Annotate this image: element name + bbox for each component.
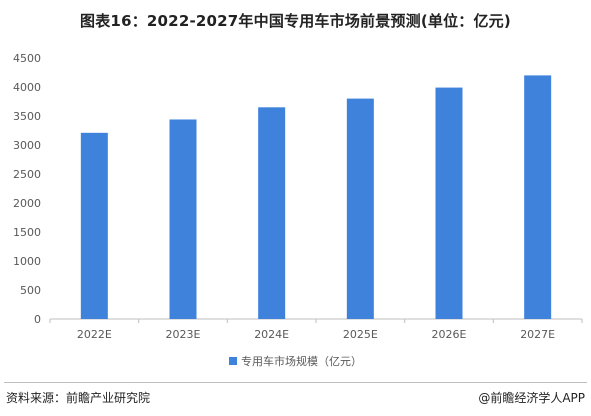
x-tick-label: 2022E: [77, 328, 112, 341]
bar-2022E: [80, 132, 108, 319]
x-tick-label: 2027E: [520, 328, 555, 341]
y-tick-label: 4500: [13, 52, 41, 65]
bar-2023E: [169, 119, 197, 319]
y-tick-label: 3000: [13, 139, 41, 152]
y-tick-label: 1000: [13, 255, 41, 268]
source-note: 资料来源：前瞻产业研究院: [6, 391, 151, 405]
y-tick-label: 4000: [13, 81, 41, 94]
y-tick-label: 2500: [13, 168, 41, 181]
legend-swatch: [229, 357, 237, 365]
x-tick-label: 2026E: [432, 328, 467, 341]
bar-2024E: [258, 107, 286, 319]
footer-divider: [4, 382, 587, 383]
x-tick-label: 2024E: [254, 328, 289, 341]
bar-2025E: [346, 98, 374, 319]
legend: 专用车市场规模（亿元）: [0, 353, 591, 369]
bar-2027E: [524, 75, 552, 320]
y-tick-label: 1500: [13, 226, 41, 239]
x-tick-label: 2023E: [166, 328, 201, 341]
y-tick-label: 0: [34, 313, 41, 326]
y-tick-label: 3500: [13, 110, 41, 123]
bar-2026E: [435, 87, 463, 319]
chart-title: 图表16：2022-2027年中国专用车市场前景预测(单位：亿元): [80, 12, 511, 30]
brand-credit: @前瞻经济学人APP: [478, 391, 585, 405]
x-tick-label: 2025E: [343, 328, 378, 341]
y-tick-label: 2000: [13, 197, 41, 210]
legend-label: 专用车市场规模（亿元）: [241, 355, 362, 368]
y-tick-label: 500: [20, 284, 41, 297]
